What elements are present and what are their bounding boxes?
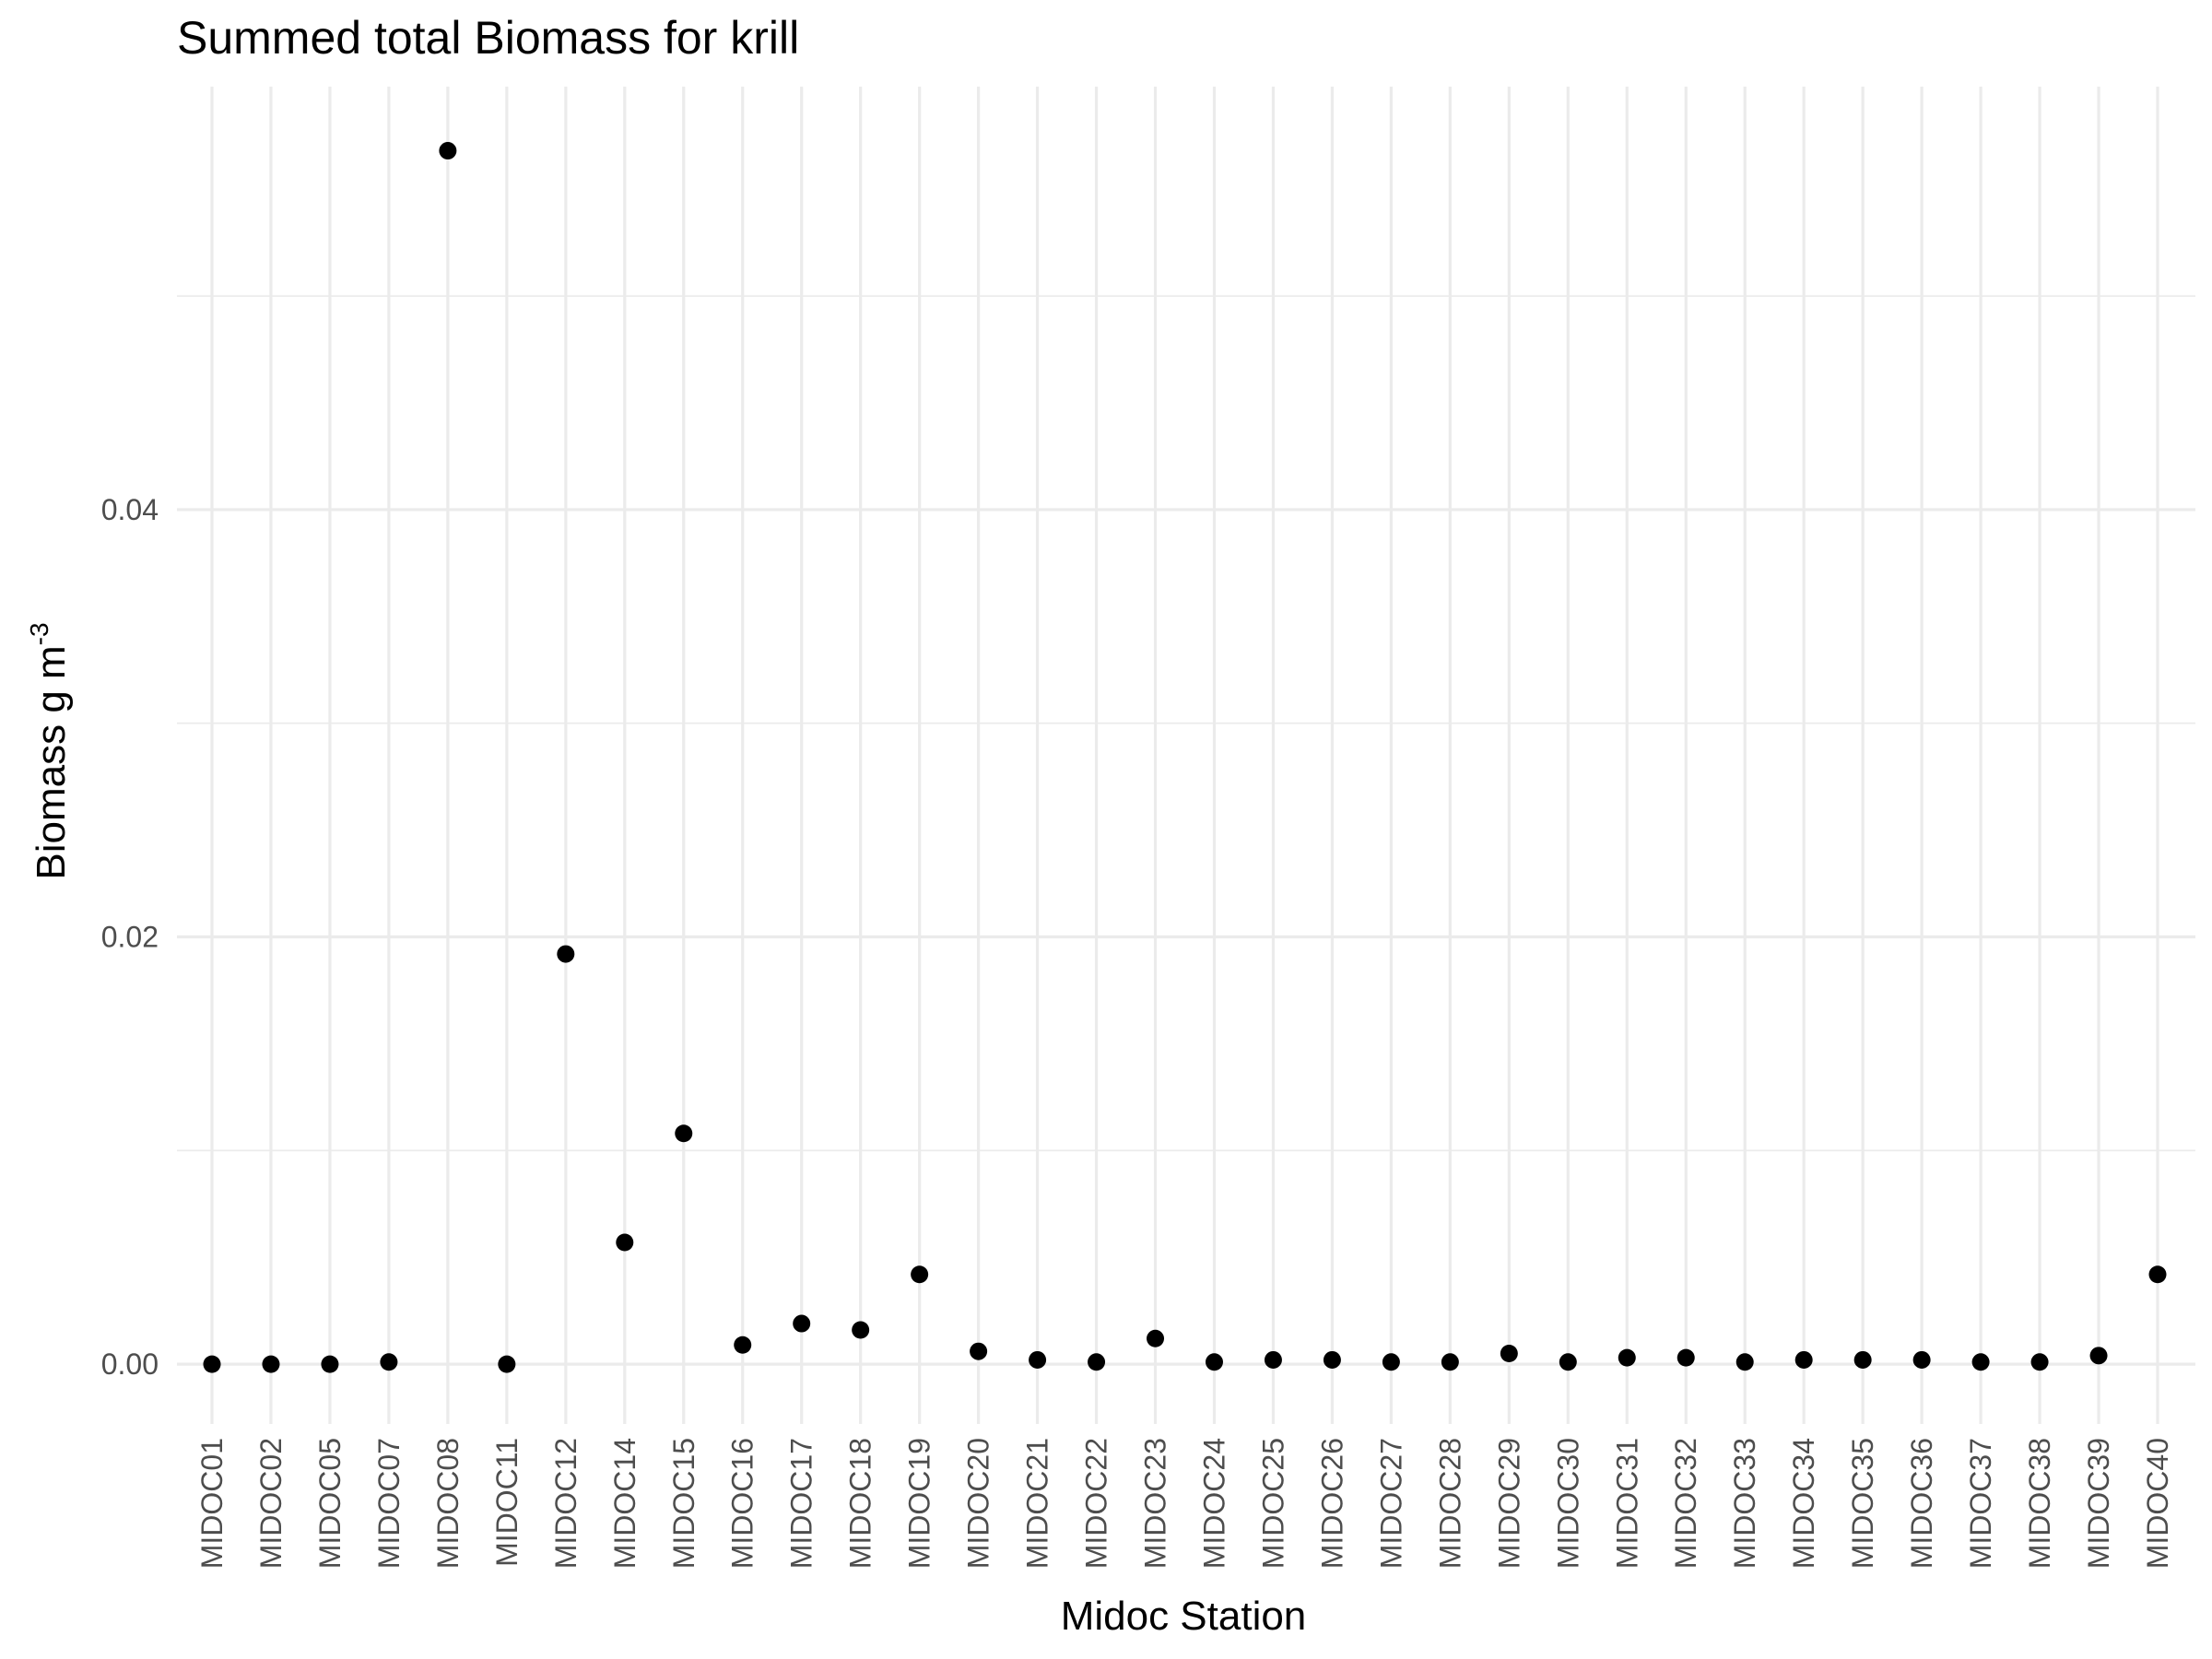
x-tick-label-MIDOC05: MIDOC05 xyxy=(313,1438,347,1569)
x-tick-label-MIDOC26: MIDOC26 xyxy=(1315,1438,1348,1569)
data-point-MIDOC20 xyxy=(970,1342,988,1360)
data-point-MIDOC11 xyxy=(498,1355,516,1373)
x-tick-label-MIDOC36: MIDOC36 xyxy=(1905,1438,1938,1569)
x-tick-label-MIDOC40: MIDOC40 xyxy=(2141,1438,2174,1569)
data-point-MIDOC32 xyxy=(1677,1348,1695,1367)
data-point-MIDOC35 xyxy=(1853,1350,1872,1369)
x-tick-label-MIDOC34: MIDOC34 xyxy=(1787,1438,1820,1569)
x-tick-label-MIDOC35: MIDOC35 xyxy=(1846,1438,1879,1569)
x-tick-label-MIDOC27: MIDOC27 xyxy=(1374,1438,1407,1569)
x-tick-label-MIDOC25: MIDOC25 xyxy=(1256,1438,1289,1569)
x-tick-labels: MIDOC01 MIDOC02 MIDOC05 MIDOC07 MIDOC08 MIDOC… xyxy=(195,1438,2174,1569)
data-point-MIDOC15 xyxy=(675,1124,693,1143)
y-tick-label-2: 0.04 xyxy=(101,493,159,526)
x-tick-label-MIDOC12: MIDOC12 xyxy=(549,1438,582,1569)
x-tick-label-MIDOC07: MIDOC07 xyxy=(372,1438,406,1569)
data-point-MIDOC08 xyxy=(439,142,457,160)
data-point-MIDOC14 xyxy=(616,1233,634,1252)
chart-title: Summed total Biomass for krill xyxy=(177,12,799,64)
x-tick-label-MIDOC19: MIDOC19 xyxy=(903,1438,936,1569)
data-point-MIDOC21 xyxy=(1029,1350,1047,1369)
grid-layer xyxy=(177,87,2195,1424)
x-tick-label-MIDOC08: MIDOC08 xyxy=(431,1438,465,1569)
data-point-MIDOC23 xyxy=(1147,1329,1165,1347)
y-tick-label-1: 0.02 xyxy=(101,921,159,954)
x-tick-label-MIDOC17: MIDOC17 xyxy=(785,1438,818,1569)
data-point-MIDOC38 xyxy=(2030,1353,2049,1371)
y-axis-title-main: Biomass g m xyxy=(29,645,74,879)
data-point-MIDOC16 xyxy=(734,1335,752,1354)
data-point-MIDOC19 xyxy=(911,1265,929,1284)
x-tick-label-MIDOC14: MIDOC14 xyxy=(608,1438,641,1569)
x-tick-label-MIDOC32: MIDOC32 xyxy=(1669,1438,1702,1569)
x-tick-label-MIDOC38: MIDOC38 xyxy=(2023,1438,2056,1569)
y-tick-labels: 0.00 0.02 0.04 xyxy=(101,493,159,1381)
x-tick-label-MIDOC30: MIDOC30 xyxy=(1551,1438,1584,1569)
x-tick-label-MIDOC24: MIDOC24 xyxy=(1197,1438,1230,1569)
x-tick-label-MIDOC15: MIDOC15 xyxy=(667,1438,700,1569)
data-point-MIDOC25 xyxy=(1264,1350,1282,1369)
data-point-MIDOC34 xyxy=(1794,1350,1813,1369)
x-tick-label-MIDOC18: MIDOC18 xyxy=(844,1438,877,1569)
x-tick-label-MIDOC22: MIDOC22 xyxy=(1080,1438,1113,1569)
data-point-MIDOC27 xyxy=(1382,1353,1400,1371)
data-point-MIDOC24 xyxy=(1205,1353,1223,1371)
data-point-MIDOC40 xyxy=(2148,1265,2167,1284)
x-tick-label-MIDOC21: MIDOC21 xyxy=(1021,1438,1054,1569)
x-tick-label-MIDOC23: MIDOC23 xyxy=(1139,1438,1172,1569)
x-tick-label-MIDOC01: MIDOC01 xyxy=(195,1438,229,1569)
data-point-MIDOC26 xyxy=(1323,1350,1341,1369)
data-point-MIDOC18 xyxy=(852,1321,870,1339)
x-tick-label-MIDOC16: MIDOC16 xyxy=(726,1438,759,1569)
data-point-MIDOC12 xyxy=(557,945,575,963)
data-point-MIDOC37 xyxy=(1971,1353,1990,1371)
data-point-MIDOC07 xyxy=(380,1353,398,1371)
points-layer xyxy=(203,142,2167,1373)
data-point-MIDOC36 xyxy=(1912,1350,1931,1369)
data-point-MIDOC22 xyxy=(1088,1353,1106,1371)
data-point-MIDOC39 xyxy=(2089,1347,2108,1365)
data-point-MIDOC02 xyxy=(262,1355,280,1373)
y-tick-label-0: 0.00 xyxy=(101,1347,159,1381)
data-point-MIDOC05 xyxy=(321,1355,339,1373)
x-tick-label-MIDOC02: MIDOC02 xyxy=(254,1438,288,1569)
x-tick-label-MIDOC31: MIDOC31 xyxy=(1610,1438,1643,1569)
data-point-MIDOC17 xyxy=(793,1314,811,1333)
data-point-MIDOC29 xyxy=(1500,1345,1518,1363)
data-point-MIDOC33 xyxy=(1735,1353,1754,1371)
y-axis-title-superscript: -3 xyxy=(25,622,53,645)
x-tick-label-MIDOC20: MIDOC20 xyxy=(962,1438,995,1569)
x-tick-label-MIDOC37: MIDOC37 xyxy=(1964,1438,1997,1569)
x-tick-label-MIDOC33: MIDOC33 xyxy=(1728,1438,1761,1569)
data-point-MIDOC31 xyxy=(1618,1348,1636,1367)
data-point-MIDOC28 xyxy=(1441,1353,1459,1371)
x-tick-label-MIDOC39: MIDOC39 xyxy=(2082,1438,2115,1569)
x-tick-label-MIDOC28: MIDOC28 xyxy=(1433,1438,1466,1569)
data-point-MIDOC30 xyxy=(1559,1353,1577,1371)
x-tick-label-MIDOC11: MIDOC11 xyxy=(490,1438,524,1567)
data-point-MIDOC01 xyxy=(203,1355,221,1373)
y-axis-title: Biomass g m-3 xyxy=(25,622,74,879)
x-tick-label-MIDOC29: MIDOC29 xyxy=(1492,1438,1525,1569)
x-axis-title: Midoc Station xyxy=(1061,1594,1307,1639)
